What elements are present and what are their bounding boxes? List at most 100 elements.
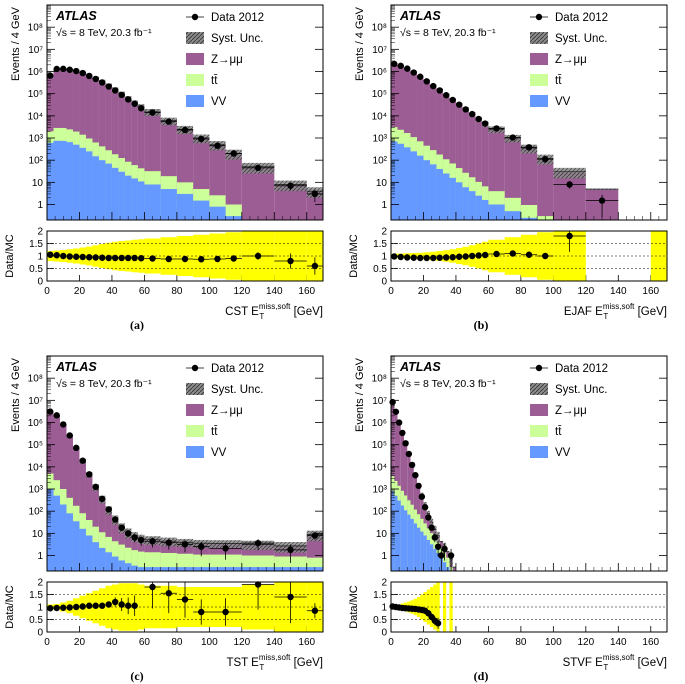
stack-bar-vv: [397, 143, 404, 220]
stack-bar-vv: [426, 540, 430, 571]
ratio-syst-band: [650, 231, 667, 281]
ratio-point: [181, 255, 189, 263]
y-tick-label: 10: [32, 529, 44, 540]
ratio-point: [214, 255, 221, 263]
y-tick-label: 10²: [29, 507, 44, 518]
ratio-point: [462, 253, 469, 260]
ratio-point: [111, 598, 119, 606]
stack-bar-z-mumu: [462, 109, 469, 220]
syst-hatch: [585, 188, 619, 190]
stack-bar-z-mumu: [481, 123, 489, 220]
ratio-point: [79, 603, 86, 610]
legend-tt-swatch: [530, 425, 548, 437]
x-axis-title-sup: miss,soft: [259, 302, 291, 311]
data-point: [131, 100, 138, 107]
x-tick-label: 40: [450, 637, 462, 648]
ratio-y-tick-label: 1.5: [29, 239, 43, 250]
data-point: [198, 135, 205, 143]
legend-label: Z→μμ: [211, 54, 243, 66]
ratio-y-tick-label: 1.5: [29, 590, 43, 601]
stack-bar-z-mumu: [537, 158, 554, 220]
ratio-y-tick-label: 0: [37, 628, 43, 639]
stack-bar-z-mumu: [442, 94, 450, 220]
ratio-point: [124, 254, 132, 262]
ratio-point: [86, 602, 93, 609]
ratio-y-tick-label: 1: [37, 603, 43, 614]
ratio-point: [47, 605, 54, 612]
x-axis-title: TST Emiss,soft [GeV]: [226, 653, 323, 669]
ratio-y-tick-label: 0: [37, 277, 43, 288]
energy-lumi-label: √s = 8 TeV, 20.3 fb⁻¹: [400, 378, 496, 390]
legend-syst-swatch: [530, 383, 548, 395]
ratio-point: [124, 602, 132, 609]
x-tick-label: 160: [298, 637, 315, 648]
ratio-point: [417, 254, 424, 262]
y-axis-title: Events / 4 GeV: [10, 6, 22, 81]
data-point: [287, 182, 294, 189]
ratio-point: [118, 254, 125, 262]
ratio-point: [111, 254, 119, 262]
ratio-point: [105, 254, 112, 262]
x-axis-title-sub: T: [603, 312, 608, 321]
ratio-point: [60, 604, 67, 611]
x-axis-title: EJAF Emiss,soft [GeV]: [564, 302, 667, 318]
x-tick-label: 100: [545, 286, 562, 297]
stack-bar-vv: [504, 211, 521, 220]
ratio-point: [566, 232, 573, 240]
data-point: [447, 552, 455, 559]
x-tick-label: 80: [171, 286, 183, 297]
x-axis-title-sup: miss,soft: [603, 653, 635, 662]
stack-bar-vv: [131, 178, 138, 220]
ratio-syst-band: [436, 582, 440, 632]
data-point: [137, 105, 145, 112]
stack-bar-vv: [391, 141, 398, 220]
data-point: [509, 134, 516, 141]
ratio-point: [181, 596, 189, 603]
ratio-point: [53, 604, 60, 612]
data-point: [598, 197, 606, 204]
stack-bar-ttbar: [118, 544, 125, 571]
legend-z-swatch: [186, 404, 204, 416]
ratio-y-tick-label: 1.5: [373, 590, 387, 601]
x-tick-label: 100: [201, 286, 218, 297]
y-tick-label: 10⁸: [28, 374, 43, 385]
stack-bar-ttbar: [111, 541, 119, 571]
stack-bar-vv: [47, 142, 54, 220]
x-tick-label: 20: [74, 286, 86, 297]
data-point: [53, 65, 60, 73]
data-point: [60, 421, 67, 428]
stack-bar-vv: [420, 531, 424, 571]
stack-bar-vv: [47, 489, 54, 571]
stack-bar-z-mumu: [118, 94, 125, 220]
data-point: [392, 408, 400, 415]
ratio-y-axis-title: Data/MC: [4, 585, 16, 628]
x-tick-label: 0: [388, 286, 394, 297]
stack-bar-vv: [72, 144, 80, 220]
ratio-syst-band: [306, 231, 323, 281]
y-tick-label: 10³: [373, 485, 388, 496]
stack-bar-vv: [79, 147, 86, 220]
data-point: [181, 126, 189, 134]
x-tick-label: 40: [106, 286, 118, 297]
stack-bar-ttbar: [193, 554, 210, 571]
legend-vv-swatch: [186, 95, 204, 107]
data-point: [181, 541, 189, 548]
stack-bar-vv: [413, 523, 417, 571]
data-point: [118, 524, 125, 531]
ratio-point: [92, 254, 99, 261]
ratio-point: [230, 255, 237, 262]
stack-bar-vv: [66, 142, 73, 220]
stack-bar-vv: [416, 155, 424, 220]
stack-bar-vv: [53, 495, 60, 571]
stack-bar-z-mumu: [475, 119, 482, 220]
legend-label: tt̄: [211, 426, 218, 438]
data-point: [425, 514, 432, 521]
x-tick-label: 60: [139, 637, 151, 648]
x-tick-label: 160: [642, 637, 659, 648]
x-tick-label: 20: [418, 637, 430, 648]
ratio-point: [53, 252, 60, 259]
ratio-point: [430, 254, 437, 262]
ratio-point: [86, 254, 93, 261]
